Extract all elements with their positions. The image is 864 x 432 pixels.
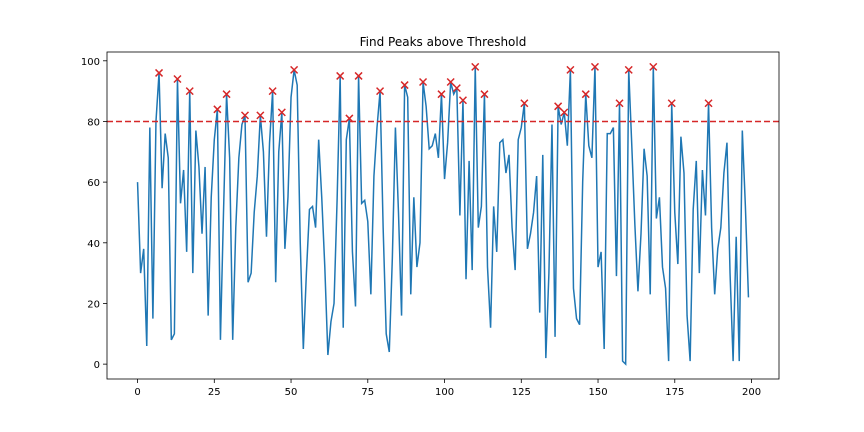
peak-marker bbox=[581, 90, 590, 99]
x-tick-label: 50 bbox=[285, 387, 298, 398]
peak-marker bbox=[336, 71, 345, 80]
peak-marker bbox=[452, 84, 461, 93]
x-tick-label: 150 bbox=[588, 387, 607, 398]
peak-marker bbox=[155, 68, 164, 77]
x-tick-label: 125 bbox=[512, 387, 531, 398]
x-tick-label: 200 bbox=[742, 387, 761, 398]
peak-marker bbox=[560, 108, 569, 117]
x-tick-label: 75 bbox=[361, 387, 374, 398]
peak-marker bbox=[268, 87, 277, 96]
peak-marker bbox=[471, 62, 480, 71]
peak-marker bbox=[419, 78, 428, 87]
peak-marker bbox=[354, 71, 363, 80]
peak-marker bbox=[376, 87, 385, 96]
x-tick-label: 25 bbox=[208, 387, 221, 398]
peak-marker bbox=[590, 62, 599, 71]
y-tick-label: 60 bbox=[87, 178, 100, 189]
peak-marker bbox=[400, 81, 409, 90]
peak-marker bbox=[173, 74, 182, 84]
peak-marker bbox=[624, 65, 633, 74]
peak-marker bbox=[667, 99, 676, 108]
peak-marker bbox=[213, 105, 222, 114]
chart-title: Find Peaks above Threshold bbox=[360, 35, 527, 49]
peak-marker bbox=[240, 111, 250, 120]
peak-marker bbox=[277, 108, 286, 117]
peak-marker bbox=[520, 99, 529, 108]
y-tick-label: 80 bbox=[87, 117, 100, 128]
peak-marker bbox=[458, 96, 467, 105]
peak-marker bbox=[480, 90, 489, 99]
peak-marker bbox=[446, 78, 455, 87]
y-tick-label: 40 bbox=[87, 239, 100, 250]
peak-marker bbox=[554, 102, 563, 111]
data-line bbox=[136, 66, 750, 366]
peak-marker bbox=[615, 99, 624, 108]
peak-marker bbox=[566, 65, 575, 74]
peak-marker bbox=[290, 65, 299, 74]
x-tick-label: 0 bbox=[134, 387, 140, 398]
plot-frame bbox=[106, 51, 780, 380]
y-tick-label: 100 bbox=[81, 57, 100, 68]
peak-marker bbox=[649, 62, 658, 71]
peak-marker bbox=[185, 87, 194, 96]
peak-marker bbox=[437, 90, 446, 99]
peak-marker bbox=[256, 111, 265, 120]
y-tick-label: 0 bbox=[94, 360, 100, 371]
peak-marker bbox=[704, 99, 713, 108]
x-tick-label: 175 bbox=[665, 387, 684, 398]
y-tick-label: 20 bbox=[87, 299, 100, 310]
peak-marker bbox=[222, 90, 231, 99]
x-tick-label: 100 bbox=[435, 387, 454, 398]
